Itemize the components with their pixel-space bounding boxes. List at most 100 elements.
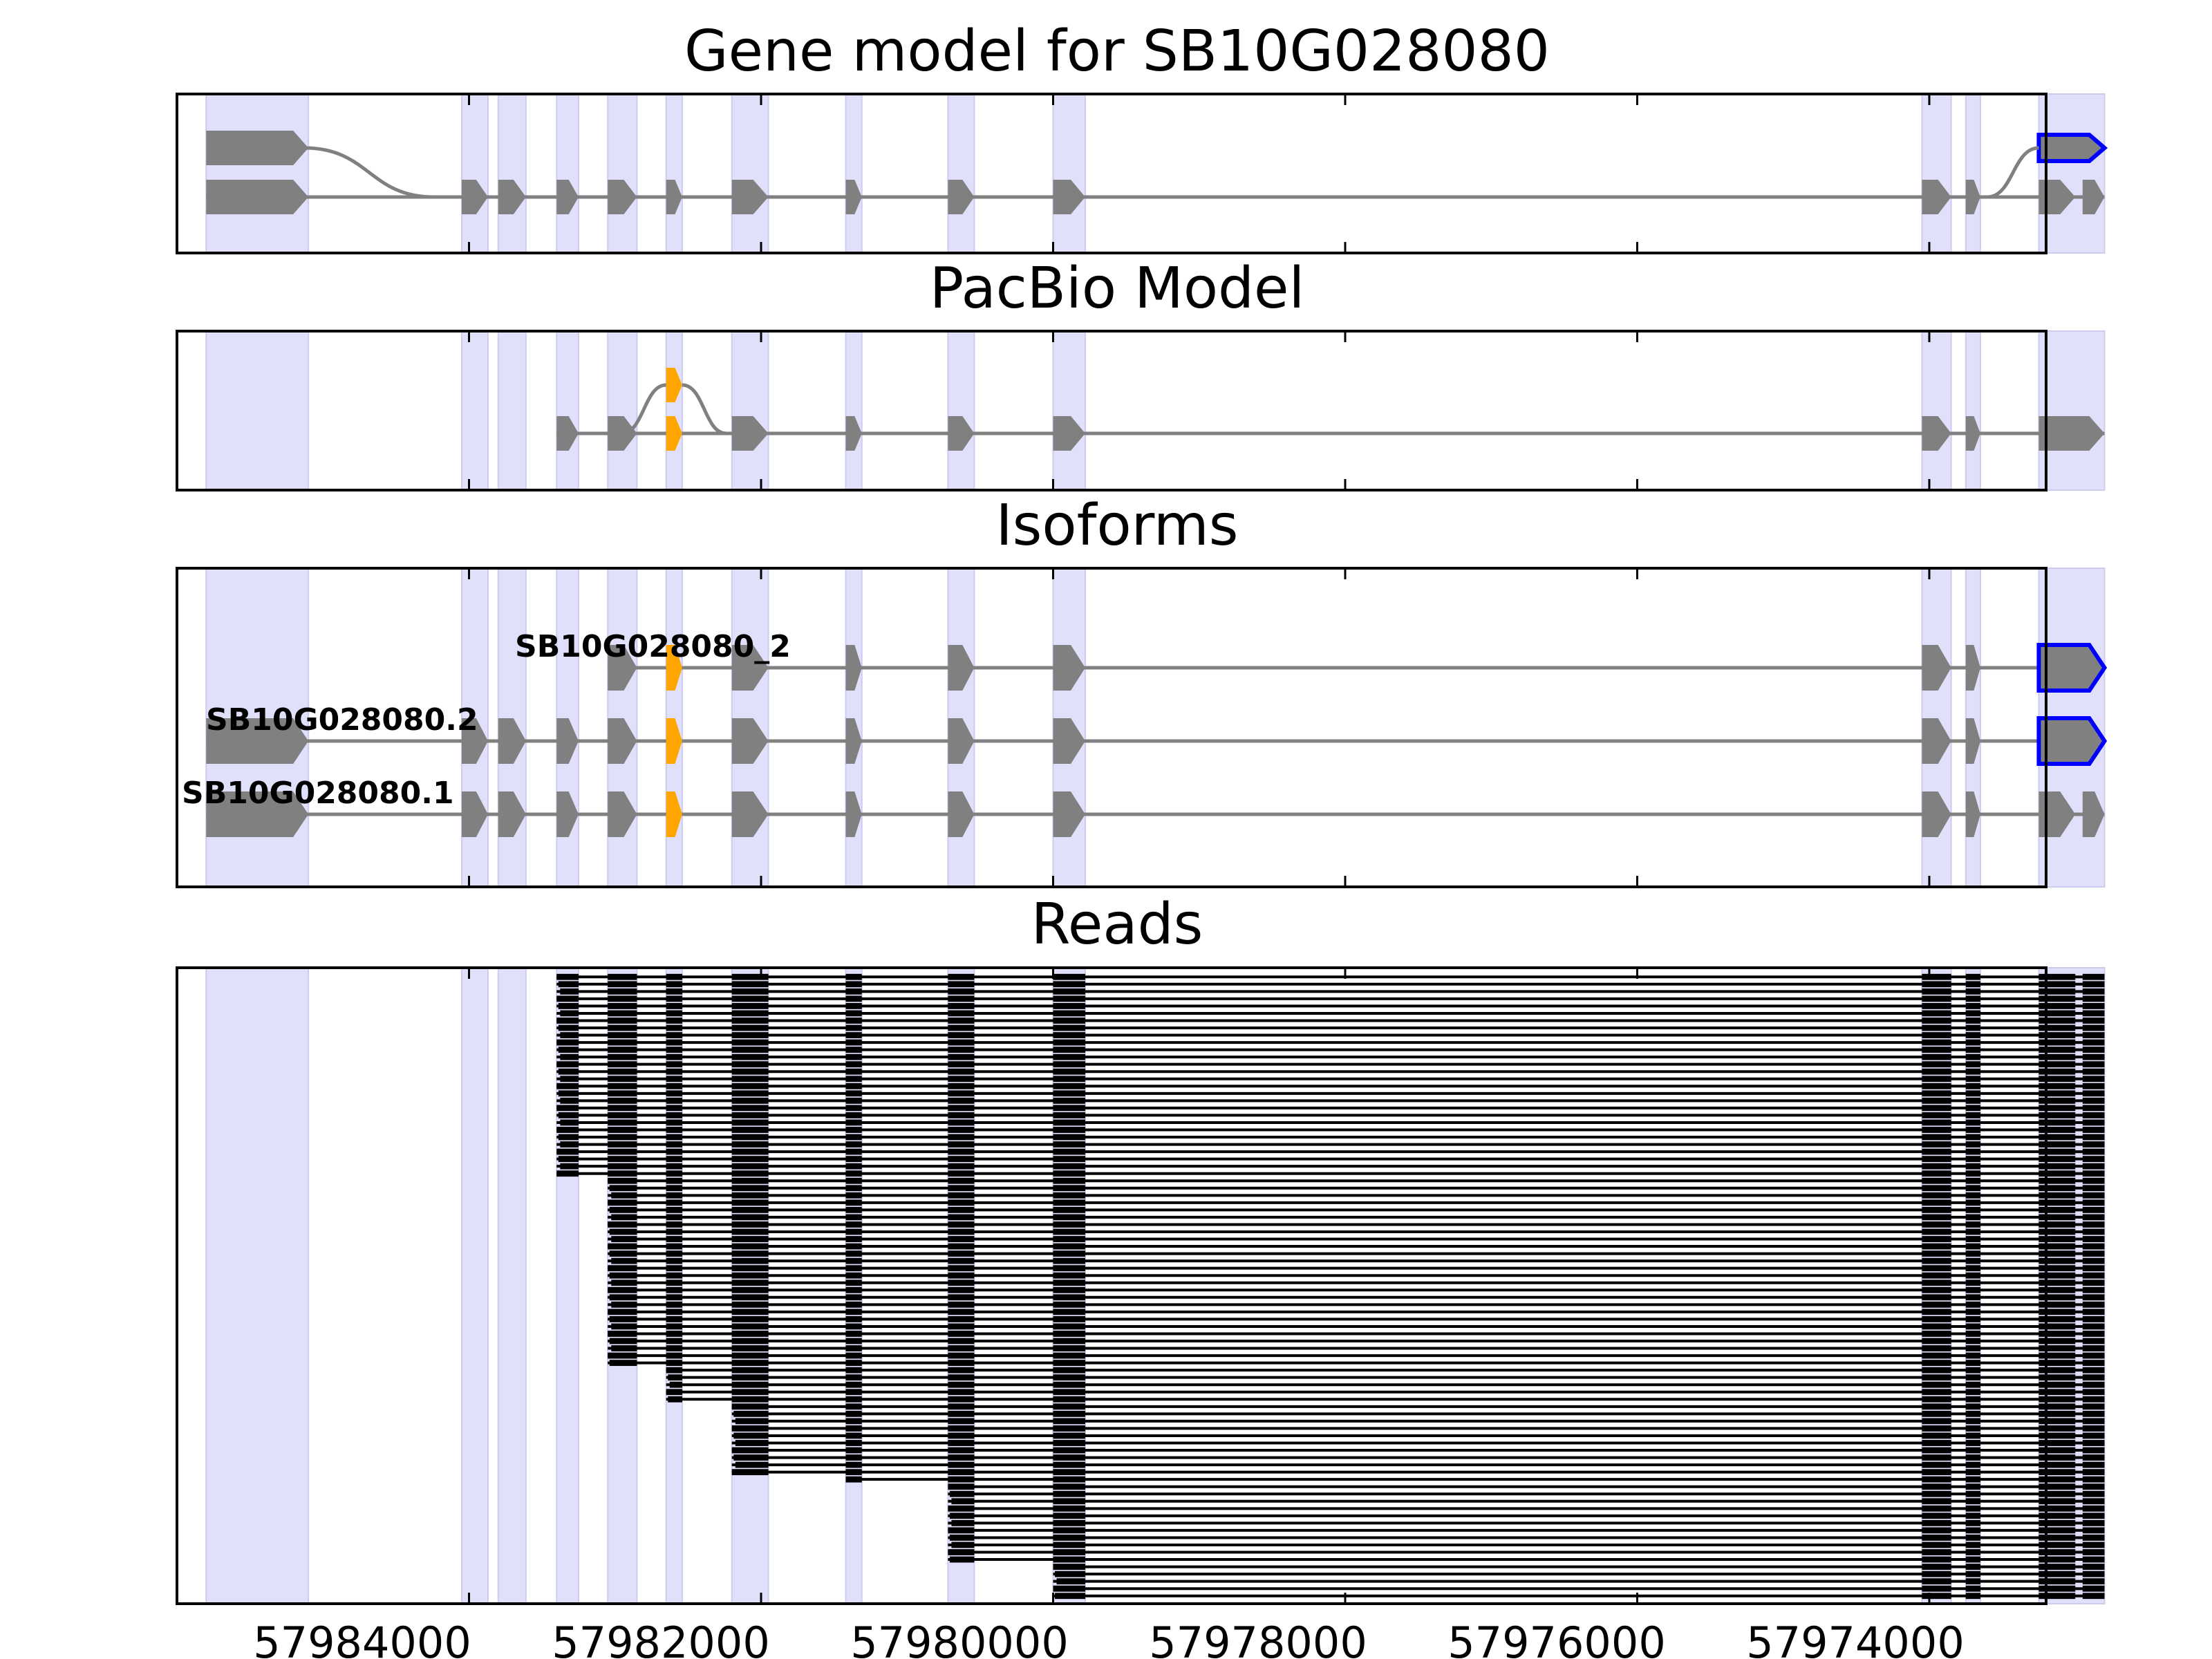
read-block — [845, 1461, 862, 1468]
read-block — [948, 1309, 975, 1315]
read-block — [666, 1338, 682, 1344]
read-block — [2082, 1192, 2105, 1199]
read-block — [608, 1331, 637, 1337]
read-block — [2038, 1338, 2076, 1344]
read-block — [731, 1425, 769, 1432]
read-block — [666, 1280, 682, 1286]
read-block — [2038, 981, 2076, 988]
read-block — [735, 1440, 769, 1446]
read-block — [1053, 1061, 1085, 1068]
read-block — [948, 1549, 975, 1555]
read-block — [948, 1250, 975, 1257]
read-block — [1965, 1177, 1980, 1184]
read-block — [845, 1265, 862, 1272]
read-block — [666, 1134, 682, 1141]
read-block — [2038, 1163, 2076, 1170]
read-block — [2082, 1345, 2105, 1351]
read-block — [845, 1170, 862, 1177]
read-block — [666, 1286, 682, 1293]
read-block — [1965, 1228, 1980, 1235]
read-block — [948, 1418, 975, 1425]
read-block — [1922, 1381, 1951, 1388]
read-block — [1965, 1593, 1980, 1600]
read-block — [731, 1024, 769, 1031]
read-block — [731, 1301, 769, 1308]
read-block — [1965, 1476, 1980, 1483]
read-block — [608, 1199, 637, 1206]
read-block — [1965, 1010, 1980, 1017]
read-block — [2038, 1061, 2076, 1068]
read-block — [666, 1389, 682, 1396]
read-block — [948, 1127, 975, 1133]
read-block — [666, 1039, 682, 1046]
highlight-region — [460, 330, 489, 491]
read-block — [1922, 1331, 1951, 1337]
read-block — [845, 1432, 862, 1439]
read-block — [1965, 1156, 1980, 1163]
splice-curve — [621, 383, 667, 435]
read-block — [845, 1097, 862, 1104]
read-block — [1922, 1141, 1951, 1147]
read-block — [845, 1476, 862, 1483]
isoform-label: SB10G028080.2 — [206, 702, 478, 738]
read-block — [2082, 1032, 2105, 1038]
read-block — [948, 1170, 975, 1177]
read-block — [1922, 1505, 1951, 1512]
read-block — [948, 1090, 975, 1097]
highlight-region — [665, 330, 683, 491]
read-block — [1922, 1148, 1951, 1155]
read-block — [560, 1076, 579, 1082]
read-block — [2038, 1578, 2076, 1585]
read-block — [845, 988, 862, 995]
read-block — [1922, 1156, 1951, 1163]
exon-block — [948, 180, 975, 214]
read-block — [1922, 1461, 1951, 1468]
read-block — [1922, 1345, 1951, 1351]
read-block — [1965, 1185, 1980, 1192]
read-block — [609, 1338, 637, 1344]
read-block — [2082, 1170, 2105, 1177]
read-block — [666, 1177, 682, 1184]
read-block — [1922, 1498, 1951, 1505]
read-block — [2082, 1090, 2105, 1097]
read-block — [948, 1112, 975, 1118]
read-block — [1053, 1082, 1085, 1089]
read-block — [2082, 1338, 2105, 1344]
read-block — [845, 1068, 862, 1075]
read-block — [948, 1047, 975, 1053]
read-block — [1965, 1564, 1980, 1571]
read-block — [948, 1286, 975, 1293]
read-block — [2038, 1345, 2076, 1351]
highlight-region — [205, 330, 310, 491]
read-block — [1922, 1418, 1951, 1425]
read-block — [731, 1236, 769, 1242]
read-block — [608, 1170, 637, 1177]
read-block — [948, 1134, 975, 1141]
read-block — [2082, 1177, 2105, 1184]
highlight-region — [947, 330, 975, 491]
read-block — [1922, 1090, 1951, 1097]
read-block — [948, 1469, 975, 1476]
read-block — [1965, 1389, 1980, 1396]
read-block — [845, 1156, 862, 1163]
read-block — [948, 1177, 975, 1184]
read-block — [1053, 1127, 1085, 1133]
read-block — [731, 1214, 769, 1221]
read-block — [1922, 1403, 1951, 1410]
read-block — [1922, 995, 1951, 1002]
read-block — [1053, 1410, 1085, 1417]
read-block — [1922, 1549, 1951, 1555]
highlight-region — [1052, 330, 1086, 491]
read-block — [1965, 1018, 1980, 1024]
read-block — [2038, 1053, 2076, 1060]
read-block — [845, 1221, 862, 1228]
read-block — [1965, 1119, 1980, 1126]
read-block — [1965, 1221, 1980, 1228]
read-block — [1922, 1338, 1951, 1344]
read-block — [611, 1323, 637, 1330]
read-block — [2038, 1447, 2076, 1454]
read-block — [845, 1374, 862, 1381]
panel-2 — [205, 568, 2106, 888]
exon-block — [498, 718, 526, 764]
read-block — [1965, 1192, 1980, 1199]
